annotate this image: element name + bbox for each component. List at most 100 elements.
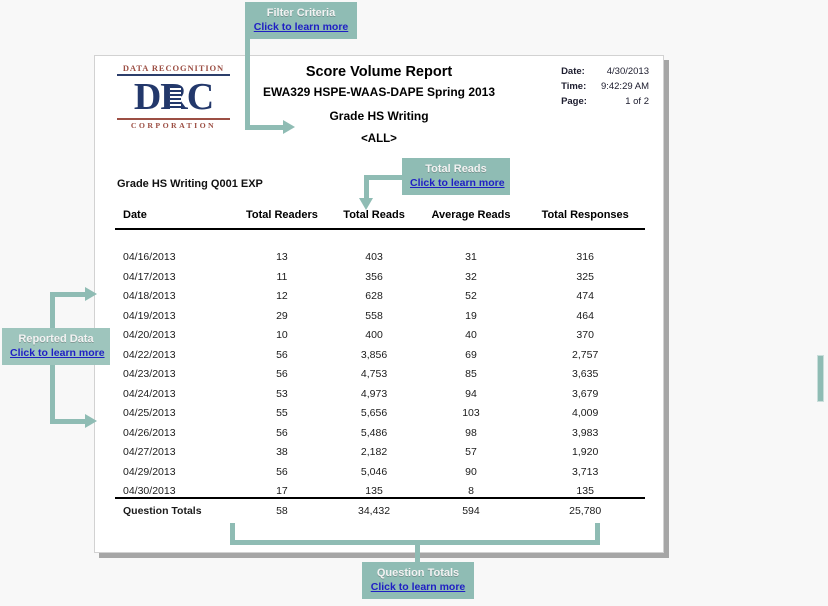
callout-reported-link[interactable]: Click to learn more [10, 347, 105, 359]
filter-connector-vertical [245, 38, 250, 130]
report-page: DATA RECOGNITION DRC CORPORATION Score V… [94, 55, 664, 553]
cell-value: 85 [465, 368, 477, 380]
meta-row-date: Date: 4/30/2013 [561, 66, 649, 81]
cell-value: 32 [465, 270, 477, 283]
cell-date: 04/29/2013 [123, 465, 176, 478]
callout-reported-data[interactable]: Reported Data Click to learn more [2, 328, 110, 365]
cell-value: 400 [365, 329, 383, 341]
table-row: 04/17/2013 11 356 32 325 [115, 263, 645, 283]
table-row: 04/22/2013 56 3,856 69 2,757 [115, 341, 645, 361]
cell-value: 56 [276, 348, 288, 361]
reported-connector-bottom [50, 419, 88, 424]
cell-value: 8 [468, 485, 474, 497]
report-title-block: Score Volume Report EWA329 HSPE-WAAS-DAP… [245, 62, 513, 147]
filter-arrowhead-icon [283, 120, 295, 134]
totals-value: 594 [416, 497, 526, 520]
reads-arrowhead-icon [359, 198, 373, 210]
callout-filter-criteria[interactable]: Filter Criteria Click to learn more [245, 2, 357, 39]
question-totals-row: Question Totals 58 34,432 594 25,780 [115, 497, 645, 520]
cell-value: 103 [462, 407, 480, 419]
scrollbar-thumb[interactable] [817, 355, 824, 402]
meta-value-time: 9:42:29 AM [600, 81, 649, 92]
callout-question-totals[interactable]: Question Totals Click to learn more [362, 562, 474, 599]
cell-value: 3,713 [572, 465, 599, 478]
table-row: 04/19/2013 29 558 19 464 [115, 302, 645, 322]
logo-main-text: DRC [115, 77, 232, 117]
callout-totals-link[interactable]: Click to learn more [370, 581, 466, 593]
totals-bracket-left-tick [230, 523, 235, 545]
report-meta-block: Date: 4/30/2013 Time: 9:42:29 AM Page: 1… [561, 66, 649, 111]
report-grade: Grade HS Writing [329, 109, 429, 123]
cell-value: 356 [365, 270, 383, 283]
callout-reads-title: Total Reads [425, 163, 487, 175]
score-volume-table: Date Total Readers Total Reads Average Read… [115, 208, 645, 520]
table-row: 04/20/2013 10 400 40 370 [115, 322, 645, 341]
column-header-date: Date [123, 209, 147, 221]
table-row: 04/18/2013 12 628 52 474 [115, 283, 645, 302]
cell-value: 69 [465, 348, 477, 361]
cell-value: 2,182 [360, 446, 388, 458]
table-row: 04/30/2013 17 135 8 135 [115, 478, 645, 499]
logo-rule-top [117, 74, 230, 76]
table-footer: Question Totals 58 34,432 594 25,780 [115, 497, 645, 520]
cell-value: 94 [465, 387, 477, 400]
cell-value: 98 [465, 426, 477, 439]
cell-value: 38 [276, 446, 288, 458]
cell-date: 04/30/2013 [123, 485, 176, 497]
cell-value: 135 [365, 485, 383, 497]
meta-label-date: Date: [561, 66, 585, 77]
cell-value: 55 [276, 407, 288, 419]
callout-filter-title: Filter Criteria [266, 7, 336, 19]
reported-connector-top [50, 292, 88, 297]
callout-total-reads[interactable]: Total Reads Click to learn more [402, 158, 510, 195]
cell-value: 3,983 [572, 426, 599, 439]
totals-value: 34,432 [331, 497, 417, 520]
column-header-total-reads: Total Reads [343, 209, 405, 221]
totals-bracket-right-tick [595, 523, 600, 545]
cell-value: 10 [276, 329, 288, 341]
reads-connector-horizontal [364, 175, 406, 180]
reported-arrowhead-top-icon [85, 287, 97, 301]
callout-filter-link[interactable]: Click to learn more [253, 21, 349, 33]
totals-value: 25,780 [525, 497, 645, 520]
cell-value: 558 [365, 309, 383, 322]
cell-date: 04/26/2013 [123, 426, 176, 439]
meta-value-date: 4/30/2013 [606, 66, 649, 77]
table-header: Date Total Readers Total Reads Average Read… [115, 208, 645, 229]
logo-stripe-decoration [170, 86, 181, 109]
cell-value: 135 [576, 485, 594, 497]
cell-value: 57 [465, 446, 477, 458]
cell-value: 11 [276, 270, 288, 283]
cell-value: 474 [576, 290, 594, 302]
meta-row-page: Page: 1 of 2 [561, 96, 649, 111]
cell-value: 52 [465, 290, 477, 302]
meta-row-time: Time: 9:42:29 AM [561, 81, 649, 96]
cell-date: 04/23/2013 [123, 368, 176, 380]
cell-value: 628 [365, 290, 383, 302]
cell-value: 19 [465, 309, 477, 322]
column-header-average-reads: Average Reads [431, 209, 511, 221]
cell-value: 5,046 [360, 465, 388, 478]
filter-connector-horizontal [245, 125, 285, 130]
callout-reads-link[interactable]: Click to learn more [410, 177, 505, 189]
column-header-total-readers: Total Readers [245, 209, 318, 221]
totals-label: Question Totals [115, 497, 233, 520]
cell-value: 56 [276, 368, 288, 380]
cell-value: 40 [465, 329, 477, 341]
cell-value: 5,486 [360, 426, 388, 439]
cell-value: 90 [465, 465, 477, 478]
cell-value: 5,656 [360, 407, 388, 419]
cell-value: 2,757 [572, 348, 599, 361]
report-title: Score Volume Report [305, 64, 453, 80]
reported-arrowhead-bottom-icon [85, 414, 97, 428]
report-scope: <ALL> [361, 133, 397, 145]
cell-value: 29 [276, 309, 288, 322]
meta-label-page: Page: [561, 96, 587, 107]
callout-totals-title: Question Totals [376, 567, 460, 579]
table-row: 04/29/2013 56 5,046 90 3,713 [115, 458, 645, 478]
cell-value: 53 [276, 387, 288, 400]
report-subtitle: EWA329 HSPE-WAAS-DAPE Spring 2013 [262, 85, 496, 99]
table-body: 04/16/2013 13 403 31 316 04/17/2013 11 356 32 325… [115, 229, 645, 498]
totals-bracket-stem [415, 540, 420, 568]
cell-value: 4,009 [572, 407, 599, 419]
